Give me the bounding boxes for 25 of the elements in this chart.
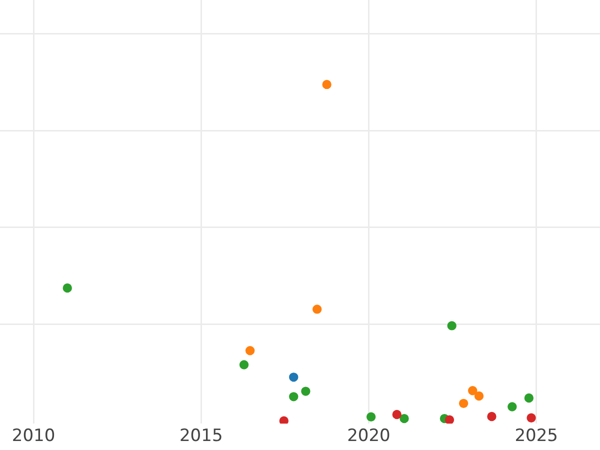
point xyxy=(400,414,409,424)
point xyxy=(289,392,298,402)
x-tick-label: 2010 xyxy=(12,426,56,446)
point xyxy=(526,413,536,422)
point xyxy=(392,410,402,420)
point xyxy=(322,80,332,90)
point xyxy=(487,412,496,422)
point xyxy=(279,416,289,424)
point xyxy=(468,386,478,396)
point xyxy=(289,372,298,382)
x-tick-label: 2025 xyxy=(514,426,558,446)
point xyxy=(444,415,454,424)
point xyxy=(366,412,376,422)
x-tick-label: 2020 xyxy=(347,426,390,446)
x-tick-label: 2015 xyxy=(179,426,223,446)
point xyxy=(312,304,322,314)
point xyxy=(458,398,468,408)
point xyxy=(524,393,534,403)
point xyxy=(245,346,255,356)
point xyxy=(447,321,456,330)
point xyxy=(508,402,517,412)
point xyxy=(301,386,310,396)
point xyxy=(239,360,249,370)
point xyxy=(62,283,72,293)
point xyxy=(474,391,484,401)
